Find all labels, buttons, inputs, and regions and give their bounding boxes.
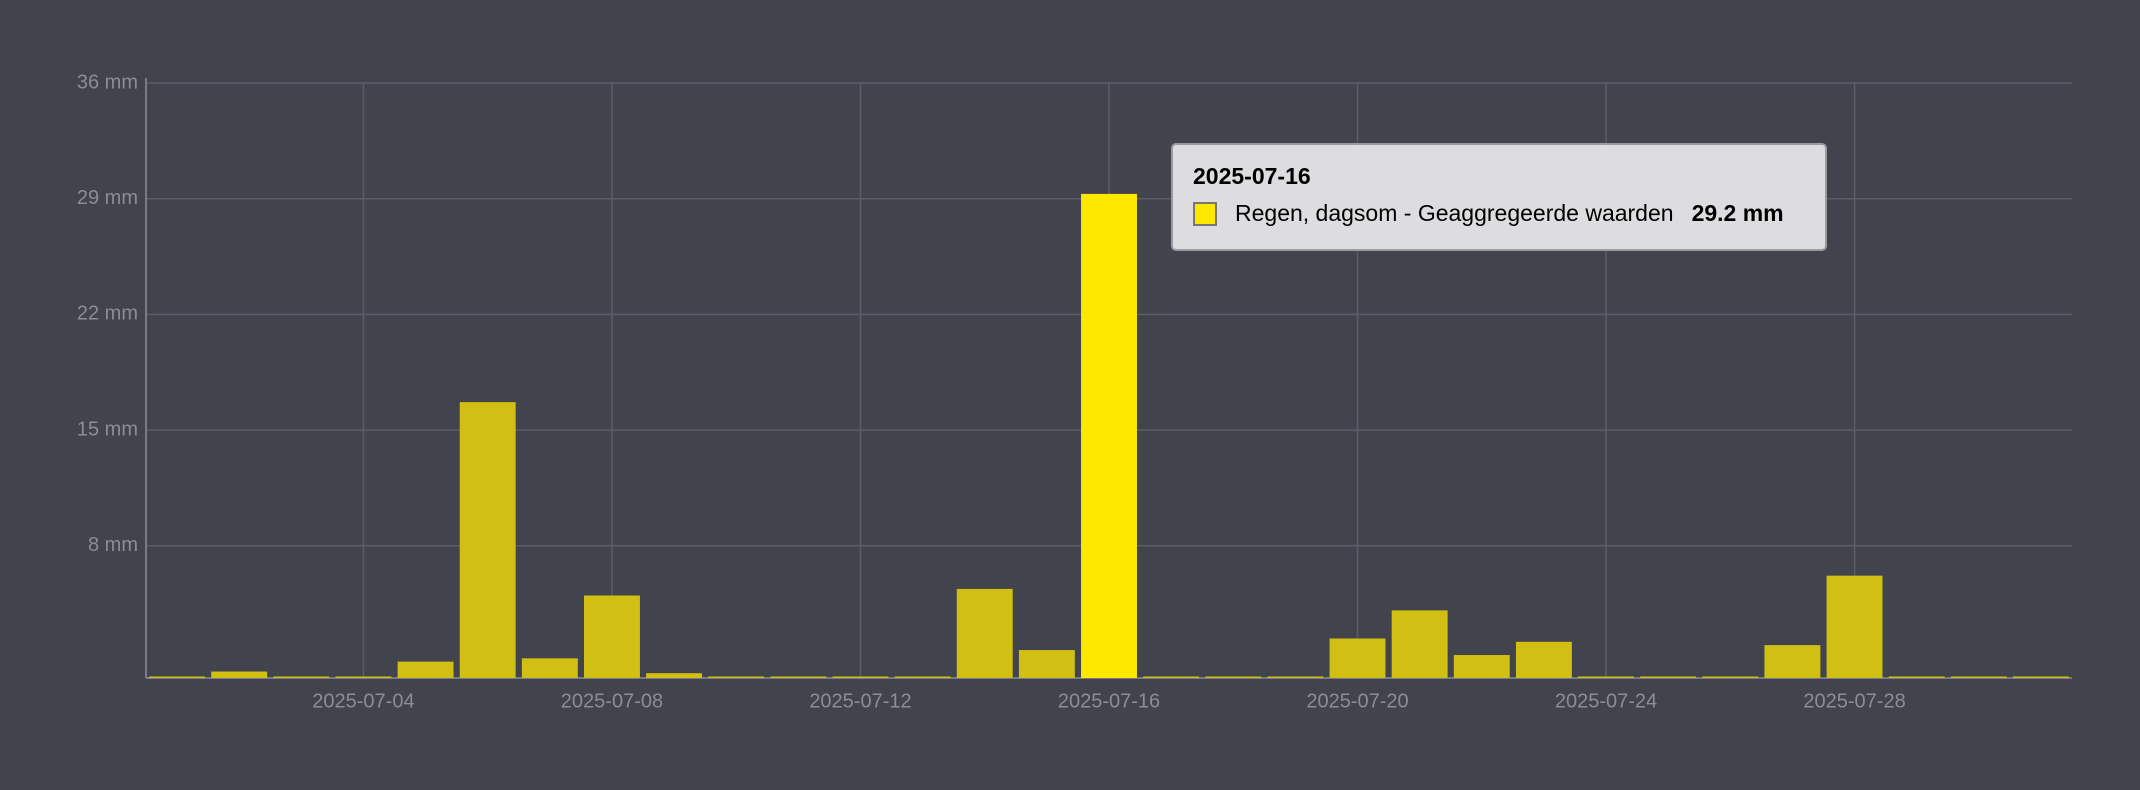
bar	[2012, 676, 2069, 678]
bar	[1950, 676, 2007, 678]
bar	[894, 676, 951, 678]
x-tick-label: 2025-07-28	[1803, 690, 1905, 712]
bar	[521, 658, 578, 678]
bar	[1329, 638, 1386, 678]
bar	[149, 676, 206, 678]
y-tick-label: 22 mm	[77, 303, 138, 325]
x-tick-label: 2025-07-04	[312, 690, 414, 712]
x-tick-label: 2025-07-16	[1058, 690, 1160, 712]
bar	[211, 671, 268, 678]
bar	[1764, 645, 1821, 678]
y-tick-label: 29 mm	[77, 187, 138, 209]
bar	[708, 676, 765, 678]
bar	[1578, 676, 1634, 678]
bar	[956, 588, 1013, 678]
bar	[1205, 676, 1262, 678]
y-tick-label: 36 mm	[77, 71, 138, 93]
bar	[273, 676, 330, 678]
x-tick-label: 2025-07-12	[809, 690, 911, 712]
x-tick-label: 2025-07-24	[1555, 690, 1657, 712]
x-tick-label: 2025-07-08	[561, 690, 663, 712]
bar	[770, 676, 827, 678]
bar	[1391, 610, 1448, 678]
tooltip-row: Regen, dagsom - Geaggregeerde waarden 29…	[1193, 200, 1805, 227]
legend-swatch	[1193, 201, 1217, 226]
bar	[335, 676, 392, 678]
bar	[832, 676, 889, 678]
bar	[1826, 575, 1883, 678]
tooltip-value: 29.2 mm	[1691, 200, 1784, 226]
bar	[1453, 655, 1510, 678]
bar	[1640, 676, 1697, 678]
bar	[1267, 676, 1324, 678]
x-tick-label: 2025-07-20	[1306, 690, 1408, 712]
tooltip-title: 2025-07-16	[1193, 163, 1311, 189]
bar	[1702, 676, 1759, 678]
bar	[1515, 641, 1572, 678]
tooltip: 2025-07-16 Regen, dagsom - Geaggregeerde…	[1171, 143, 1827, 251]
bar	[459, 402, 516, 678]
y-tick-label: 8 mm	[88, 534, 138, 556]
bar	[1888, 676, 1945, 678]
bar	[646, 673, 703, 678]
bar	[1081, 193, 1137, 678]
bar	[1143, 676, 1200, 678]
bar	[584, 595, 640, 678]
y-tick-label: 15 mm	[77, 418, 138, 440]
legend-label: Regen, dagsom - Geaggregeerde waarden	[1235, 200, 1674, 226]
bar	[1018, 650, 1075, 678]
bar	[397, 661, 454, 678]
